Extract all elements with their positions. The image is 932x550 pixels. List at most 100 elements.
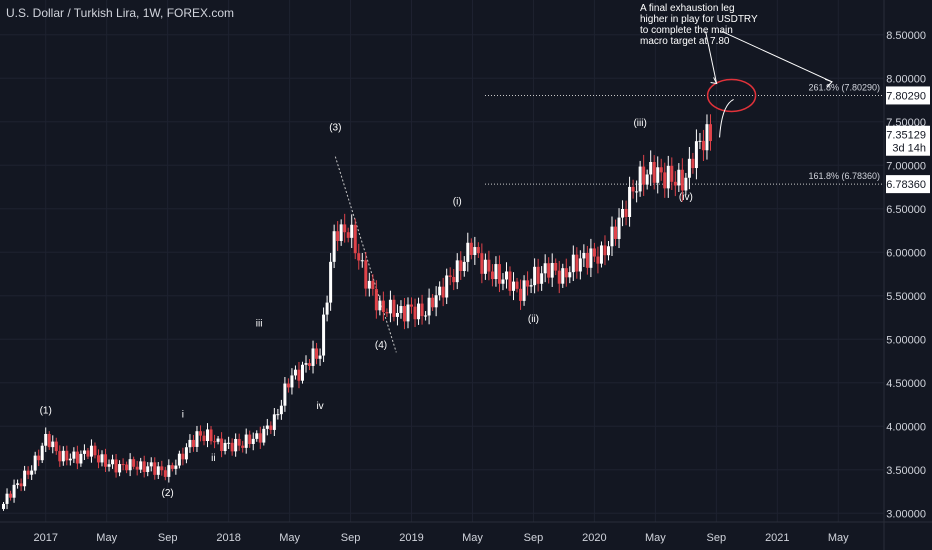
candle-up <box>543 263 547 274</box>
candle-down <box>202 435 206 442</box>
candle-down <box>54 441 58 452</box>
candle-up <box>540 273 544 284</box>
candle-up <box>23 470 27 487</box>
x-tick-label: Sep <box>341 532 361 544</box>
x-tick-label: May <box>645 532 666 544</box>
candle-down <box>374 289 378 311</box>
y-tick-label: 6.50000 <box>886 204 926 216</box>
candle-down <box>564 268 568 278</box>
chart-title[interactable]: U.S. Dollar / Turkish Lira, 1W, FOREX.co… <box>6 6 235 20</box>
candle-down <box>585 252 589 268</box>
candle-up <box>582 252 586 259</box>
candle-down <box>680 169 684 191</box>
candle-up <box>16 483 20 485</box>
candle-down <box>353 224 357 254</box>
candle-down <box>413 306 417 320</box>
candle-down <box>241 445 245 448</box>
y-tick-label: 3.50000 <box>886 465 926 477</box>
candle-up <box>255 433 259 439</box>
price-tag-label: 6.78360 <box>886 179 926 191</box>
wave-label: (ii) <box>528 314 539 325</box>
candle-down <box>487 259 491 272</box>
candle-down <box>459 260 463 272</box>
candle-down <box>526 280 530 287</box>
candle-down <box>163 470 167 477</box>
candle-down <box>181 453 185 460</box>
candle-up <box>216 438 220 442</box>
candle-down <box>448 275 452 277</box>
x-tick-label: May <box>828 532 849 544</box>
candle-up <box>118 464 122 473</box>
candle-up <box>107 464 111 467</box>
candle-up <box>82 450 86 454</box>
candle-up <box>483 259 487 274</box>
y-axis[interactable]: 3.00000 3.50000 4.00000 4.50000 5.00000 5.500… <box>883 0 930 550</box>
candle-up <box>318 355 322 359</box>
candle-up <box>111 459 115 465</box>
price-tag-bg <box>886 86 930 105</box>
candle-down <box>58 451 62 462</box>
candle-up <box>455 260 459 283</box>
candlestick-series <box>2 114 712 511</box>
candle-up <box>424 315 428 317</box>
y-tick-label: 7.00000 <box>886 160 926 172</box>
candle-up <box>504 271 508 280</box>
candle-down <box>575 254 579 272</box>
annotation-line: macro target at 7.80 <box>640 36 730 47</box>
candle-down <box>659 167 663 173</box>
candle-up <box>635 191 639 193</box>
candle-down <box>385 312 389 314</box>
candle-up <box>406 304 410 322</box>
candle-up <box>195 431 199 447</box>
candle-up <box>578 258 582 272</box>
candle-up <box>533 266 537 286</box>
candle-up <box>177 453 181 466</box>
candle-up <box>494 264 498 280</box>
candle-down <box>170 465 174 469</box>
candle-up <box>184 447 188 460</box>
x-tick-label: May <box>462 532 483 544</box>
x-tick-label: Sep <box>707 532 727 544</box>
projection-curve <box>719 99 734 138</box>
candle-up <box>89 445 93 457</box>
candle-down <box>624 209 628 217</box>
candle-up <box>649 161 653 175</box>
candle-up <box>350 224 354 238</box>
candle-down <box>508 271 512 291</box>
candle-up <box>399 306 403 313</box>
y-tick-label: 8.50000 <box>886 30 926 42</box>
annotation-line: higher in play for USDTRY <box>640 14 758 25</box>
candle-up <box>272 414 276 430</box>
candle-up <box>367 280 371 289</box>
candle-down <box>631 186 635 192</box>
candle-up <box>427 297 431 316</box>
candle-up <box>325 302 329 315</box>
wave-label: iii <box>256 318 263 329</box>
candle-down <box>153 462 157 475</box>
pointer-arrow <box>705 31 718 84</box>
candle-down <box>596 256 600 264</box>
candle-down <box>420 303 424 317</box>
x-tick-label: Sep <box>524 532 544 544</box>
wave-label: (1) <box>40 405 52 416</box>
candle-up <box>2 503 6 509</box>
candle-down <box>213 441 217 443</box>
candle-up <box>234 438 238 452</box>
candle-up <box>628 186 632 217</box>
candle-down <box>125 464 129 471</box>
candle-up <box>684 177 688 191</box>
candle-down <box>603 245 607 256</box>
candle-up <box>227 442 231 444</box>
candle-down <box>96 455 100 463</box>
level-arrowhead <box>824 78 833 88</box>
x-tick-label: May <box>96 532 117 544</box>
candle-down <box>364 260 368 289</box>
gridlines <box>0 0 884 522</box>
candle-up <box>322 314 326 356</box>
candle-down <box>670 165 674 182</box>
candle-down <box>308 363 312 366</box>
candle-up <box>610 226 614 247</box>
candle-down <box>469 242 473 255</box>
